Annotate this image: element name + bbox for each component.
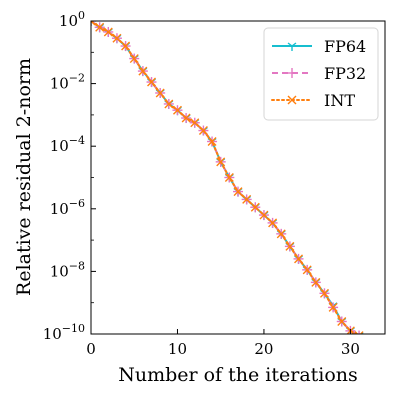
data-point-int: [198, 126, 208, 136]
y-tick-label: 100: [59, 9, 85, 30]
data-point-int: [381, 349, 389, 357]
data-point-int: [337, 316, 347, 326]
y-tick-label: 10−6: [50, 197, 85, 218]
series-layer: [91, 21, 390, 358]
y-tick-base: 10: [50, 75, 69, 93]
data-point-int: [268, 218, 278, 228]
data-point-fp32: [358, 330, 360, 334]
data-point-int: [302, 265, 312, 275]
data-point-int: [354, 331, 364, 334]
data-point-int: [311, 277, 321, 287]
y-axis-label: Relative residual 2-norm: [13, 58, 35, 296]
series-int: [91, 21, 389, 357]
legend-entry-fp64: FP64: [272, 37, 366, 56]
data-point-int: [285, 241, 295, 251]
data-point-fp32: [380, 348, 390, 358]
data-point-fp32: [363, 337, 373, 347]
y-tick-exponent: −4: [69, 134, 85, 147]
x-tick-label: 0: [86, 340, 96, 358]
legend-marker: [287, 95, 297, 105]
data-point-int: [216, 157, 226, 167]
y-tick-label: 10−2: [50, 72, 85, 93]
data-point-int: [364, 338, 372, 346]
x-axis-ticks: 0 10 20 30: [86, 329, 360, 358]
y-tick-exponent: −8: [69, 259, 85, 272]
x-tick-label: 10: [168, 340, 187, 358]
y-tick-base: 10: [50, 200, 69, 218]
legend-label: FP64: [324, 37, 366, 56]
data-point-int: [172, 105, 182, 115]
data-point-int: [207, 137, 217, 146]
data-point-fp64: [364, 339, 372, 347]
y-tick-base: 10: [50, 262, 69, 280]
data-point-int: [250, 202, 260, 212]
data-point-int: [112, 33, 122, 43]
x-tick-label: 20: [254, 340, 273, 358]
data-point-int: [190, 118, 200, 128]
legend-entry-int: INT: [271, 91, 355, 110]
data-point-int: [164, 99, 174, 109]
data-point-int: [103, 27, 113, 37]
legend: FP64 FP32 INT: [263, 27, 379, 121]
legend-marker: [287, 42, 297, 51]
y-tick-exponent: −6: [69, 197, 85, 210]
y-tick-exponent: −2: [69, 72, 85, 85]
y-tick-exponent: 0: [78, 9, 85, 22]
data-point-int: [224, 173, 234, 182]
data-point-fp64: [372, 345, 380, 353]
x-axis-label: Number of the iterations: [118, 364, 358, 386]
data-point-int: [294, 254, 304, 264]
y-tick-label: 10−10: [43, 322, 85, 343]
data-point-int: [138, 66, 148, 76]
y-tick-base: 10: [50, 137, 69, 155]
data-point-fp64: [381, 350, 389, 358]
data-point-fp32: [371, 343, 381, 353]
y-tick-label: 10−8: [50, 259, 85, 280]
data-point-int: [95, 22, 105, 32]
legend-marker: [287, 68, 297, 78]
y-tick-base: 10: [59, 12, 78, 30]
x-tick-label: 30: [341, 340, 360, 358]
data-point-int: [259, 210, 269, 220]
data-point-int: [121, 41, 131, 51]
legend-label: FP32: [324, 64, 366, 83]
data-point-int: [129, 54, 139, 64]
data-point-int: [147, 77, 157, 87]
data-point-int: [328, 302, 338, 312]
legend-label: INT: [324, 91, 355, 110]
data-point-int: [276, 229, 286, 239]
legend-entry-fp32: FP32: [272, 64, 366, 83]
data-point-int: [242, 194, 252, 204]
data-point-int: [181, 113, 191, 123]
data-point-int: [91, 21, 96, 26]
y-tick-exponent: −10: [62, 322, 85, 335]
data-point-int: [233, 187, 243, 197]
data-point-int: [319, 288, 329, 298]
data-point-int: [372, 344, 380, 352]
data-point-int: [155, 88, 165, 98]
y-tick-label: 10−4: [50, 134, 85, 155]
y-tick-base: 10: [43, 325, 62, 343]
